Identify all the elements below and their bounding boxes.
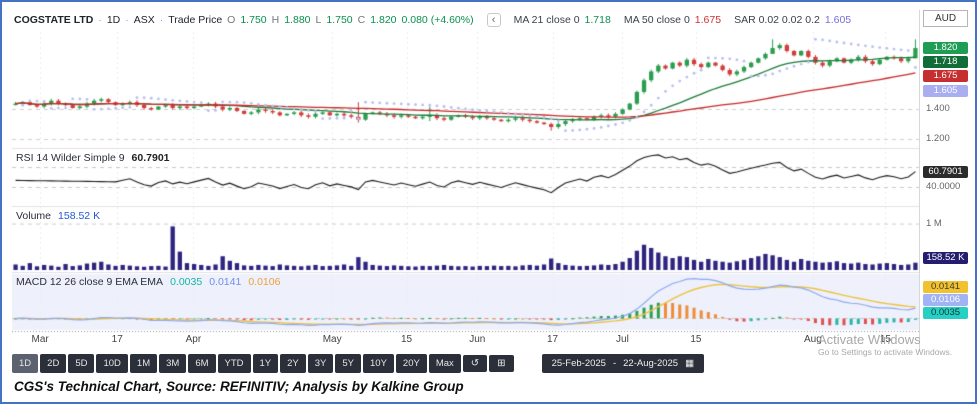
timeframe-button-3y[interactable]: 3Y [307,354,334,373]
volume-header: Volume 158.52 K [16,210,100,222]
macd-title: MACD 12 26 close 9 EMA EMA [16,276,164,288]
x-axis-label: 15 [400,334,413,345]
timeframe-button-6m[interactable]: 6M [188,354,216,373]
timeframe-button-2y[interactable]: 2Y [280,354,306,373]
high-label: H [271,14,280,26]
x-axis-label: Jul [616,334,629,345]
x-axis-label: 15 [690,334,702,345]
date-to: 22-Aug-2025 [623,358,679,369]
macd-badge-line: 0.0106 [923,294,968,306]
timeframe-button-5d[interactable]: 5D [68,354,95,373]
timeframe-button-20y[interactable]: 20Y [395,354,427,373]
x-axis-label: Aug [803,334,822,345]
currency-selector[interactable]: AUD [923,10,968,27]
chevron-left-icon: ‹ [491,13,496,26]
macd-value-3: 0.0106 [248,276,281,288]
watermark-line2: Go to Settings to activate Windows. [818,347,953,357]
x-axis-label: Apr [185,334,202,345]
calendar-icon: ▦ [685,358,695,369]
exchange-label: ASX [133,14,155,26]
low-value: 1.750 [326,14,353,26]
grid-layout-icon: ⊞ [497,358,506,369]
price-axis-label: 1.200 [926,133,950,144]
volume-value: 158.52 K [58,210,101,222]
x-axis-label: 17 [547,334,559,345]
rsi-header: RSI 14 Wilder Simple 9 60.7901 [16,152,170,164]
timeframe-button-10d[interactable]: 10D [96,354,128,373]
x-axis-label: Jun [469,334,486,345]
x-axis-label: 15 [879,334,891,345]
ma50-value: 1.675 [694,14,722,26]
separator-dot: · [159,14,164,26]
ma50-price-badge: 1.675 [923,70,968,82]
low-label: L [315,14,322,26]
open-label: O [227,14,236,26]
timeframe-button-1m[interactable]: 1M [129,354,158,373]
collapse-indicators-button[interactable]: ‹ [486,13,501,27]
reset-zoom-icon: ↺ [470,358,480,369]
ma21-value: 1.718 [584,14,611,26]
chart-canvas[interactable] [12,32,919,334]
price-axis-label: 1.400 [926,103,950,114]
macd-badge-hist: 0.0035 [923,307,968,319]
date-range-picker[interactable]: 25-Feb-2025 - 22-Aug-2025 ▦ [541,354,705,373]
x-axis-label: 17 [111,334,123,345]
timeframe-button-3m[interactable]: 3M [159,354,187,373]
grid-layout-button[interactable]: ⊞ [489,355,514,372]
rsi-axis-label: 40.0000 [926,181,961,192]
last-price-badge: 1.820 [923,42,968,54]
macd-badge-signal: 0.0141 [923,281,968,293]
interval-label: 1D [106,14,121,26]
timeframe-button-2d[interactable]: 2D [40,354,67,373]
rsi-value-badge: 60.7901 [923,166,968,178]
date-separator: - [612,358,617,369]
time-axis[interactable]: Mar 17 Apr May 15 Jun 17 Jul 15 Aug 15 [12,334,919,348]
volume-title: Volume [16,210,52,222]
x-axis-label: May [322,334,342,345]
timeframe-button-max[interactable]: Max [428,354,461,373]
price-scale-divider [919,10,920,352]
sar-value: 1.605 [824,14,852,26]
close-label: C [357,14,366,26]
chart-header: COGSTATE LTD · 1D · ASX · Trade Price O … [14,12,851,28]
sar-price-badge: 1.605 [923,85,968,97]
timeframe-button-ytd[interactable]: YTD [217,354,251,373]
separator-dot: · [125,14,129,26]
timeframe-button-1y[interactable]: 1Y [252,354,279,373]
chart-caption: CGS's Technical Chart, Source: REFINITIV… [14,379,464,394]
macd-header: MACD 12 26 close 9 EMA EMA 0.0035 0.0141… [16,276,280,288]
timeframe-toolbar: 1D 2D 5D 10D 1M 3M 6M YTD 1Y 2Y 3Y 5Y 10Y 20Y Max ↺ ⊞ … [12,354,705,373]
date-from: 25-Feb-2025 [551,358,606,369]
separator-dot: · [98,14,102,26]
ma50-label: MA 50 close 0 [623,14,690,26]
close-value: 1.820 [370,14,397,26]
high-value: 1.880 [284,14,311,26]
symbol-name: COGSTATE LTD [14,14,94,26]
x-axis-label: Mar [31,334,49,345]
reset-zoom-button[interactable]: ↺ [462,355,488,372]
open-value: 1.750 [240,14,267,26]
ma21-price-badge: 1.718 [923,56,968,68]
volume-value-badge: 158.52 K [923,252,968,264]
sar-label: SAR 0.02 0.02 0.2 [734,14,820,26]
change-value: 0.080 (+4.60%) [401,14,474,26]
rsi-title: RSI 14 Wilder Simple 9 [16,152,125,164]
macd-value-2: 0.0141 [209,276,242,288]
ma21-label: MA 21 close 0 [513,14,580,26]
timeframe-button-10y[interactable]: 10Y [363,354,394,373]
series-type-label: Trade Price [168,14,223,26]
timeframe-buttons: 1D 2D 5D 10D 1M 3M 6M YTD 1Y 2Y 3Y 5Y 10Y 20Y Max [12,354,461,373]
timeframe-button-1d[interactable]: 1D [12,354,39,373]
volume-axis-label: 1 M [926,218,942,229]
macd-value-1: 0.0035 [170,276,203,288]
rsi-value: 60.7901 [131,152,170,164]
timeframe-button-5y[interactable]: 5Y [335,354,362,373]
